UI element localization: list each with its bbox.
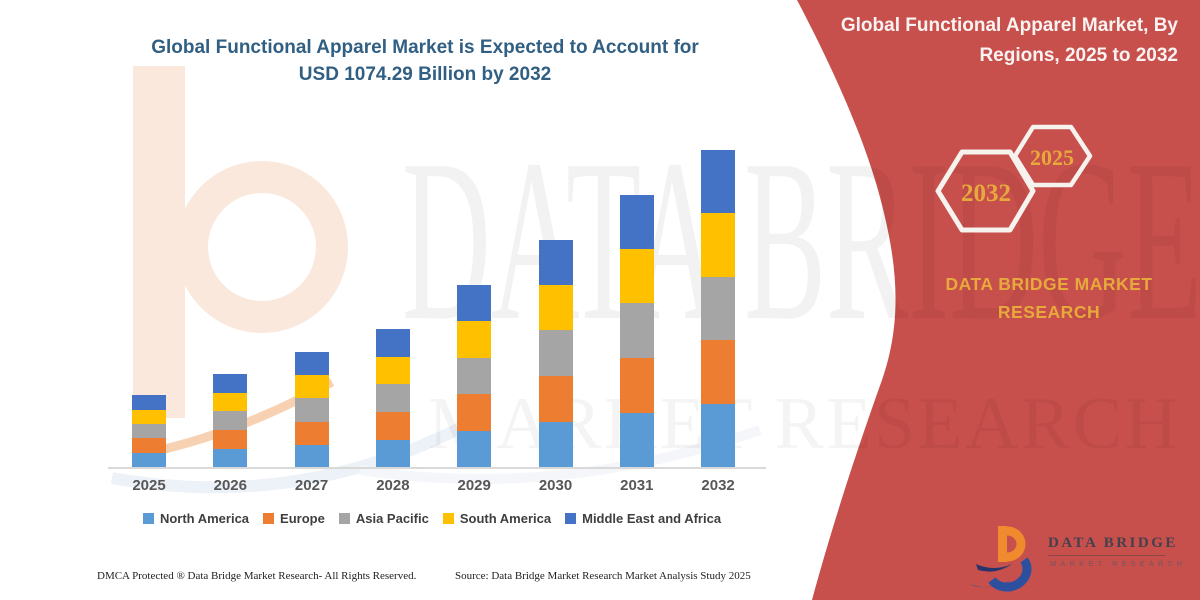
bar-segment-middle-east-and-africa	[701, 150, 736, 214]
logo-divider	[1048, 555, 1165, 556]
bar-segment-south-america	[132, 409, 166, 425]
bar-segment-asia-pacific	[213, 410, 248, 430]
bar-segment-south-america	[375, 356, 410, 385]
x-axis-label-2026: 2026	[213, 477, 247, 494]
legend-item-asia-pacific: Asia Pacific	[338, 511, 429, 526]
legend-label: Europe	[280, 511, 325, 526]
legend-swatch	[142, 513, 154, 524]
legend-swatch	[338, 513, 350, 524]
bar-segment-europe	[213, 429, 248, 449]
legend-item-middle-east-and-africa: Middle East and Africa	[565, 511, 721, 526]
legend-item-north-america: North America	[142, 511, 250, 526]
bar-segment-north-america	[457, 431, 492, 467]
bar-segment-europe	[538, 376, 573, 423]
red-side-panel	[797, 0, 1200, 600]
bar-segment-europe	[701, 340, 736, 405]
bar-segment-south-america	[213, 392, 248, 411]
legend-swatch	[263, 513, 275, 524]
legend-label: South America	[459, 511, 552, 526]
x-axis-label-2032: 2032	[701, 477, 735, 494]
bar-segment-asia-pacific	[375, 384, 410, 413]
bar-segment-north-america	[213, 448, 248, 467]
x-axis-line	[108, 467, 766, 469]
panel-heading: Global Functional Apparel Market, By Reg…	[818, 11, 1178, 71]
bar-segment-south-america	[619, 248, 654, 304]
bar-segment-middle-east-and-africa	[538, 240, 573, 286]
x-axis-label-2030: 2030	[538, 477, 573, 494]
bar-segment-europe	[375, 412, 410, 440]
bar-segment-asia-pacific	[619, 303, 654, 359]
bar-segment-middle-east-and-africa	[375, 329, 410, 357]
data-bridge-logo-icon	[970, 526, 1032, 592]
bar-segment-north-america	[294, 444, 329, 467]
bar-segment-asia-pacific	[701, 276, 736, 341]
x-axis-label-2028: 2028	[376, 477, 410, 494]
legend-swatch	[442, 513, 454, 524]
bar-segment-north-america	[619, 413, 654, 467]
bar-segment-south-america	[538, 285, 573, 331]
chart-title-line1: Global Functional Apparel Market is Expe…	[151, 37, 699, 58]
bar-2030	[538, 240, 573, 467]
logo-wordmark: DATA BRIDGE	[1048, 535, 1178, 551]
chart-title-line2: USD 1074.29 Billion by 2032	[298, 64, 552, 85]
bar-segment-asia-pacific	[132, 424, 166, 439]
hexagon-2025	[1012, 124, 1093, 188]
x-axis-label-2031: 2031	[620, 477, 654, 494]
bar-2028	[375, 329, 410, 467]
bar-segment-middle-east-and-africa	[213, 374, 248, 393]
hexagon-2032-label: 2032	[961, 180, 1011, 207]
panel-heading-line2: Regions, 2025 to 2032	[979, 45, 1178, 66]
brand-text: DATA BRIDGE MARKET RESEARCH	[945, 274, 1153, 322]
bar-2032	[701, 150, 736, 467]
legend-item-south-america: South America	[442, 511, 552, 526]
bar-segment-south-america	[701, 213, 736, 277]
bar-segment-asia-pacific	[538, 330, 573, 377]
hexagon-2032	[935, 149, 1036, 233]
bar-2027	[294, 352, 329, 467]
x-axis-label-2025: 2025	[132, 477, 166, 494]
legend-label: Middle East and Africa	[582, 511, 722, 526]
bar-segment-south-america	[294, 375, 329, 399]
bar-segment-middle-east-and-africa	[619, 194, 654, 249]
bar-2031	[619, 194, 654, 467]
legend: North America Europe Asia Pacific South Ame…	[98, 511, 766, 526]
bar-segment-europe	[132, 438, 166, 453]
data-bridge-logo: DATA BRIDGE MARKET RESEARCH	[968, 522, 1188, 592]
legend-item-europe: Europe	[263, 511, 325, 526]
legend-label: North America	[159, 511, 250, 526]
logo-tagline: MARKET RESEARCH	[1050, 559, 1187, 568]
bar-2029	[457, 284, 492, 467]
bar-2025	[132, 394, 166, 467]
bar-segment-europe	[294, 421, 329, 445]
bar-segment-middle-east-and-africa	[457, 284, 492, 322]
chart-title: Global Functional Apparel Market is Expe…	[130, 34, 720, 88]
bar-segment-north-america	[132, 452, 166, 467]
bar-segment-asia-pacific	[294, 398, 329, 422]
bar-segment-asia-pacific	[457, 357, 492, 395]
bar-segment-north-america	[538, 422, 573, 467]
legend-label: Asia Pacific	[355, 511, 429, 526]
bar-segment-europe	[619, 358, 654, 413]
bar-segment-north-america	[701, 404, 736, 467]
dmca-notice: DMCA Protected ® Data Bridge Market Rese…	[97, 570, 417, 582]
bar-segment-south-america	[457, 321, 492, 358]
x-axis-label-2029: 2029	[457, 477, 491, 494]
hexagon-2025-label: 2025	[1030, 145, 1074, 170]
bar-2026	[213, 374, 248, 467]
bar-segment-north-america	[375, 439, 410, 467]
bar-segment-europe	[457, 394, 492, 431]
bar-segment-middle-east-and-africa	[132, 394, 166, 410]
bar-segment-middle-east-and-africa	[294, 352, 329, 376]
source-note: Source: Data Bridge Market Research Mark…	[455, 570, 751, 582]
legend-swatch	[565, 513, 577, 524]
x-axis-label-2027: 2027	[294, 477, 329, 494]
panel-heading-line1: Global Functional Apparel Market, By	[840, 15, 1178, 36]
